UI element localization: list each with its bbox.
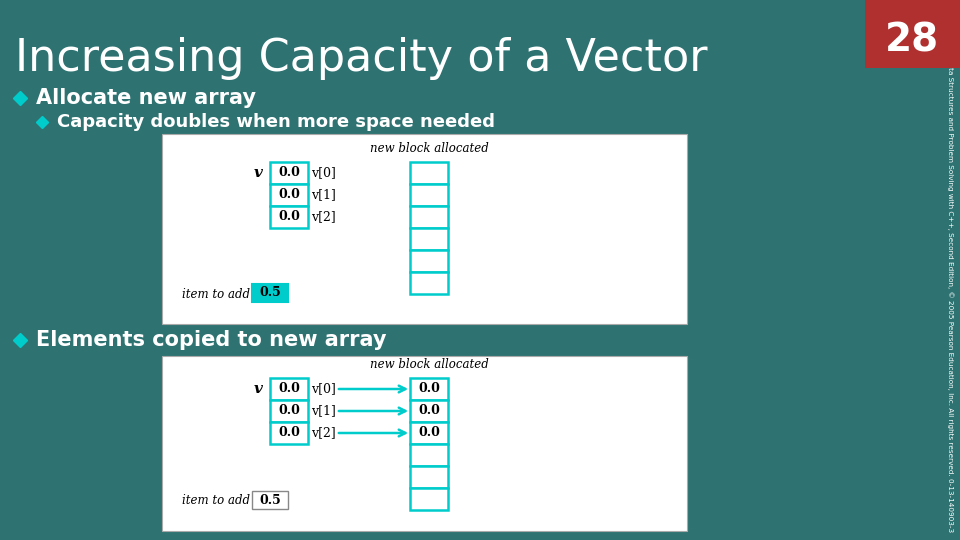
Bar	[270, 184, 308, 206]
Text: Capacity doubles when more space needed: Capacity doubles when more space needed	[57, 113, 495, 131]
Text: 0.0: 0.0	[418, 404, 440, 417]
Bar	[410, 422, 448, 444]
Bar	[410, 228, 448, 250]
Text: 0.0: 0.0	[278, 382, 300, 395]
Text: Allocate new array: Allocate new array	[36, 88, 256, 108]
Bar	[410, 272, 448, 294]
Text: item to add: item to add	[182, 287, 250, 300]
Bar	[410, 488, 448, 510]
Text: Nyhoff, ADTs, Data Structures and Problem Solving with C++, Second Edition, © 20: Nyhoff, ADTs, Data Structures and Proble…	[947, 8, 953, 532]
Bar	[410, 378, 448, 400]
Bar	[270, 206, 308, 228]
Text: v[1]: v[1]	[311, 188, 336, 201]
Bar	[270, 400, 308, 422]
Bar	[252, 284, 288, 302]
Bar	[410, 184, 448, 206]
Text: 0.0: 0.0	[418, 382, 440, 395]
Text: 0.5: 0.5	[259, 494, 281, 507]
Text: v[0]: v[0]	[311, 382, 336, 395]
Bar	[410, 444, 448, 466]
Text: 0.0: 0.0	[418, 427, 440, 440]
Bar	[252, 491, 288, 509]
Bar	[162, 356, 687, 531]
Text: Increasing Capacity of a Vector: Increasing Capacity of a Vector	[15, 37, 708, 79]
Text: 28: 28	[885, 21, 939, 59]
Text: new block allocated: new block allocated	[370, 357, 489, 370]
Bar	[410, 400, 448, 422]
Bar	[410, 162, 448, 184]
Bar	[270, 378, 308, 400]
Text: 0.5: 0.5	[259, 287, 281, 300]
Text: 0.0: 0.0	[278, 166, 300, 179]
Bar	[865, 0, 960, 68]
Bar	[162, 134, 687, 324]
Text: v: v	[254, 382, 263, 396]
Text: 0.0: 0.0	[278, 427, 300, 440]
Text: item to add: item to add	[182, 494, 250, 507]
Text: v: v	[254, 166, 263, 180]
Bar	[410, 466, 448, 488]
Text: 0.0: 0.0	[278, 188, 300, 201]
Bar	[410, 250, 448, 272]
Text: v[1]: v[1]	[311, 404, 336, 417]
Bar	[410, 206, 448, 228]
Text: v[0]: v[0]	[311, 166, 336, 179]
Text: v[2]: v[2]	[311, 427, 336, 440]
Text: 0.0: 0.0	[278, 404, 300, 417]
Bar	[270, 422, 308, 444]
Text: v[2]: v[2]	[311, 211, 336, 224]
Text: new block allocated: new block allocated	[370, 141, 489, 154]
Text: 0.0: 0.0	[278, 211, 300, 224]
Bar	[270, 162, 308, 184]
Text: Elements copied to new array: Elements copied to new array	[36, 330, 387, 350]
